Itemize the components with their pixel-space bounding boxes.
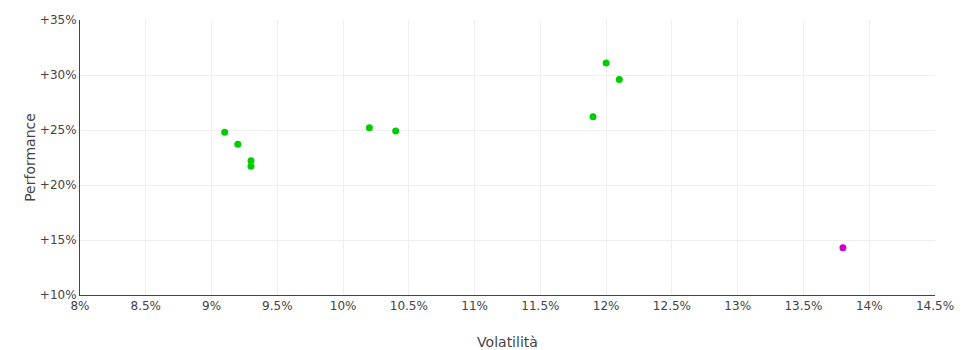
svg-text:+35%: +35% [40,13,77,27]
svg-text:12.5%: 12.5% [653,299,691,313]
svg-text:+10%: +10% [40,288,77,302]
svg-text:13%: 13% [724,299,751,313]
svg-text:8.5%: 8.5% [131,299,162,313]
svg-text:+15%: +15% [40,233,77,247]
svg-text:14%: 14% [856,299,883,313]
svg-text:12%: 12% [593,299,620,313]
svg-text:Volatilità: Volatilità [477,334,538,350]
svg-text:+30%: +30% [40,68,77,82]
svg-text:Performance: Performance [22,113,38,202]
svg-text:11%: 11% [461,299,488,313]
svg-text:8%: 8% [70,299,89,313]
svg-text:+20%: +20% [40,178,77,192]
svg-text:10.5%: 10.5% [390,299,428,313]
svg-text:10%: 10% [330,299,357,313]
svg-text:9%: 9% [202,299,221,313]
svg-text:14.5%: 14.5% [916,299,954,313]
svg-text:+25%: +25% [40,123,77,137]
svg-text:9.5%: 9.5% [262,299,293,313]
svg-text:11.5%: 11.5% [521,299,559,313]
svg-text:13.5%: 13.5% [784,299,822,313]
